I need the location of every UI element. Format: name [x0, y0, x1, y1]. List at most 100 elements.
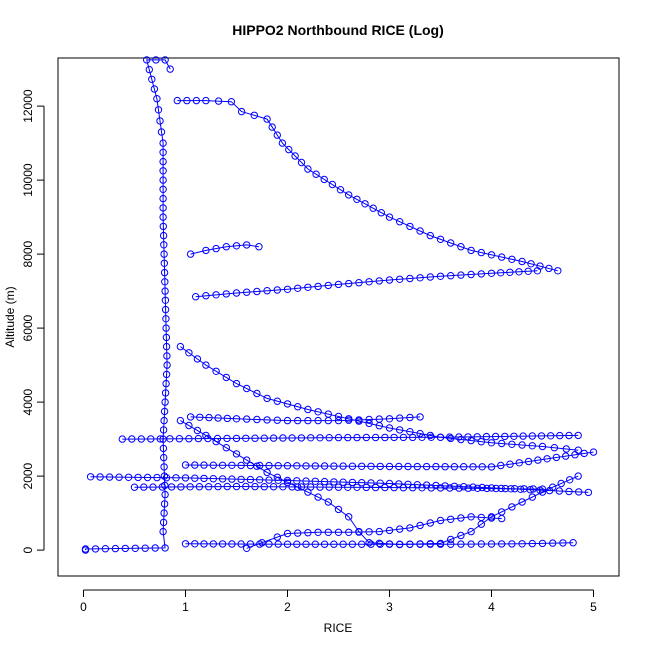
data-point [227, 98, 236, 106]
data-point [214, 97, 223, 105]
data-point [256, 540, 264, 548]
data-point [145, 65, 154, 74]
series-10 [181, 448, 598, 471]
data-point [159, 157, 167, 166]
data-point [204, 434, 212, 443]
data-point [297, 158, 306, 167]
data-point [320, 175, 328, 184]
plot-frame [57, 57, 620, 577]
data-point [487, 269, 496, 277]
data-point [263, 416, 271, 424]
y-tick-label: 2000 [21, 462, 35, 489]
data-point [334, 483, 343, 491]
y-tick-label: 12000 [21, 89, 35, 123]
data-point [269, 483, 278, 491]
data-point [265, 540, 273, 548]
data-point [334, 433, 343, 442]
series-line [185, 542, 574, 545]
series-line [180, 420, 579, 546]
data-point [416, 413, 424, 421]
data-point [228, 461, 236, 469]
data-point [325, 434, 333, 442]
data-point [422, 462, 431, 471]
data-point [345, 513, 353, 521]
data-point [344, 483, 352, 491]
series-3 [192, 267, 542, 301]
data-point [447, 434, 455, 443]
data-point [283, 529, 292, 538]
data-point [314, 408, 322, 416]
data-point [273, 286, 281, 294]
data-point [173, 96, 182, 105]
data-point [274, 476, 282, 484]
data-point [311, 540, 319, 548]
data-point [159, 518, 168, 527]
data-point [574, 472, 582, 480]
data-point [159, 194, 167, 203]
data-point [515, 459, 523, 467]
data-point [212, 367, 220, 375]
data-point [324, 281, 332, 290]
data-point [555, 487, 563, 495]
data-point [160, 241, 168, 249]
data-point [574, 431, 582, 440]
data-point [395, 480, 403, 488]
data-point [253, 287, 261, 296]
y-tick-label: 10000 [21, 163, 35, 197]
data-point [251, 434, 259, 442]
series-line [246, 516, 502, 549]
data-point [406, 413, 414, 422]
data-point [543, 455, 551, 463]
data-point [367, 540, 375, 548]
data-point [446, 484, 454, 492]
data-point [156, 117, 164, 125]
data-point [149, 483, 157, 491]
data-point [293, 540, 301, 548]
data-point [355, 279, 363, 287]
data-point [406, 222, 414, 231]
data-point [314, 416, 322, 425]
data-point [529, 485, 537, 493]
data-point [218, 461, 227, 469]
data-point [243, 544, 251, 552]
data-point [192, 293, 200, 301]
data-point [242, 482, 250, 491]
data-point [143, 473, 152, 482]
data-point [273, 397, 281, 405]
data-point [533, 267, 542, 275]
data-point [508, 503, 516, 511]
data-point [160, 259, 169, 267]
data-point [396, 218, 404, 226]
data-point [288, 483, 296, 491]
data-point [177, 483, 185, 491]
data-point [580, 449, 588, 458]
chart-title: HIPPO2 Northbound RICE (Log) [232, 22, 444, 38]
data-point [232, 434, 241, 443]
data-point [353, 433, 361, 442]
data-point [304, 529, 312, 537]
data-point [274, 540, 282, 548]
data-point [293, 462, 301, 470]
data-point [562, 445, 570, 453]
series-line [195, 270, 538, 298]
data-point [520, 485, 528, 493]
data-point [268, 123, 276, 131]
data-point [376, 462, 384, 471]
data-point [273, 131, 281, 139]
data-point [460, 483, 468, 491]
data-point [508, 540, 516, 548]
data-point [376, 479, 384, 487]
data-point [232, 415, 241, 423]
data-point [365, 419, 373, 428]
data-point [265, 476, 273, 484]
data-point [381, 483, 389, 492]
data-point [294, 284, 302, 292]
series-2 [173, 96, 562, 275]
data-point [285, 145, 293, 154]
data-point [477, 438, 485, 446]
data-point [441, 482, 449, 490]
data-point [467, 540, 475, 548]
data-point [291, 152, 299, 160]
data-point [191, 461, 199, 469]
data-point [508, 440, 516, 448]
